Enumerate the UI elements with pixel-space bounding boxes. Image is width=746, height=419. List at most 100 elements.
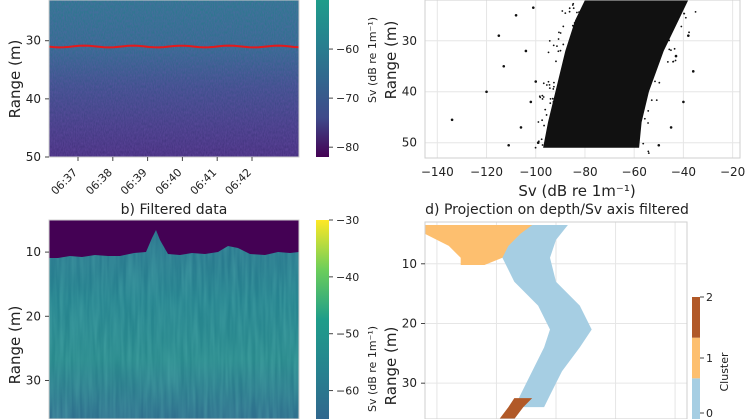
- panel-c-xtick-label: −80: [572, 165, 597, 179]
- panel-c-point: [450, 118, 454, 122]
- panel-b-colorbar-ticks: −30 −40 −50 −60: [329, 214, 359, 398]
- panel-c-outlier-points: [450, 2, 697, 158]
- panel-c-point: [553, 85, 555, 88]
- panel-c-point: [541, 94, 544, 97]
- panel-c-point: [578, 11, 580, 14]
- panel-d-ylabel: Range (m): [382, 327, 400, 406]
- panel-c-ylabel: Range (m): [382, 21, 400, 100]
- panel-c-ytick-label: 40: [402, 85, 417, 99]
- panel-b-title: b) Filtered data: [121, 202, 228, 218]
- panel-c-point: [549, 98, 552, 100]
- panel-a-xtick-label: 06:37: [49, 166, 81, 198]
- panel-b-colorbar-tick-label: −30: [336, 214, 359, 227]
- panel-c-point: [524, 49, 528, 53]
- panel-c-point: [544, 108, 547, 111]
- panel-d-legend-label: 0: [706, 407, 713, 419]
- panel-c-point: [562, 43, 565, 46]
- panel-a-colorbar-tick-label: −70: [336, 92, 359, 105]
- panel-d-y-ticks: 10 20 30: [402, 257, 425, 390]
- panel-c-xtick-label: −20: [720, 165, 745, 179]
- panel-a-colorbar-label: Sv (dB re 1m⁻¹): [366, 17, 379, 103]
- panel-c-point: [658, 81, 661, 84]
- panel-c-point: [688, 31, 690, 34]
- panel-c-point: [568, 7, 571, 10]
- panel-c-xtick-label: −140: [421, 165, 454, 179]
- panel-c-point: [514, 13, 518, 17]
- panel-c-point: [497, 34, 501, 37]
- panel-d-legend-title: Cluster: [718, 352, 731, 392]
- panel-c-point: [541, 119, 544, 122]
- panel-b-y-ticks: 10 20 30: [26, 245, 49, 387]
- panel-c-point: [552, 88, 555, 90]
- panel-a-track-line: [48, 44, 300, 49]
- panel-c-point: [677, 15, 680, 18]
- panel-c-point: [576, 11, 578, 14]
- panel-c-point: [548, 87, 551, 90]
- panel-a-colorbar-ticks: −60 −70 −80: [329, 43, 359, 154]
- panel-c-y-ticks: 30 40 50: [402, 34, 417, 150]
- panel-c-point: [669, 126, 673, 129]
- panel-a-ytick-label: 50: [26, 150, 41, 164]
- panel-b-colorbar-tick-label: −60: [336, 385, 359, 398]
- panel-c-point: [573, 22, 576, 24]
- panel-c-point: [543, 124, 545, 127]
- panel-c-point: [561, 10, 564, 12]
- panel-d-title: d) Projection on depth/Sv axis filtered: [425, 202, 689, 218]
- panel-d-clusters: [425, 225, 592, 419]
- panel-c-point: [537, 121, 540, 123]
- panel-c-point: [539, 96, 542, 99]
- panel-c-point: [655, 99, 658, 102]
- panel-c-point: [683, 12, 686, 15]
- panel-c-ytick-label: 30: [402, 34, 417, 48]
- panel-c-point: [647, 150, 650, 153]
- panel-a: 30 40 50 06:37 06:38 06:39 06:40 06:41 06:42 Ra…: [6, 0, 379, 198]
- panel-c-scatter-bulk: [543, 0, 689, 148]
- panel-c-point: [502, 64, 506, 68]
- panel-c-point: [694, 10, 697, 13]
- panel-c-xtick-label: −100: [519, 165, 552, 179]
- panel-c-point: [534, 146, 537, 149]
- panel-c-point: [687, 34, 690, 37]
- panel-c-point: [682, 100, 685, 104]
- panel-d-legend-swatch-0: [692, 378, 700, 419]
- panel-d-legend-label: 1: [706, 352, 713, 365]
- panel-c-point: [643, 117, 646, 120]
- panel-a-ylabel: Range (m): [6, 40, 24, 119]
- panel-c-point: [668, 39, 671, 42]
- panel-b-colorbar-label: Sv (dB re 1m⁻¹): [366, 326, 379, 412]
- panel-c-point: [558, 31, 560, 34]
- panel-a-colorbar-tick-label: −60: [336, 43, 359, 56]
- panel-d-cluster-1-area: [425, 225, 533, 265]
- panel-c-point: [507, 143, 510, 147]
- panel-c-point: [647, 110, 650, 112]
- panel-c-point: [551, 97, 554, 100]
- panel-c-point: [557, 38, 560, 40]
- panel-c-point: [674, 54, 678, 58]
- panel-b-ytick-label: 10: [26, 245, 41, 259]
- panel-a-colorbar-tick-label: −80: [336, 141, 359, 154]
- panel-d-cluster-2-area: [499, 398, 533, 419]
- panel-d-ytick-label: 30: [402, 376, 417, 390]
- panel-a-x-ticks: 06:37 06:38 06:39 06:40 06:41 06:42: [49, 157, 254, 198]
- panel-c-point: [556, 45, 558, 47]
- panel-c-point: [666, 61, 669, 63]
- panel-b-surface-band: [49, 220, 299, 258]
- panel-d-cluster-0-area: [502, 225, 592, 408]
- panel-c-point: [647, 122, 649, 124]
- panel-c-point: [549, 102, 552, 105]
- panel-c-point: [531, 6, 535, 9]
- panel-a-xtick-label: 06:39: [118, 166, 150, 198]
- panel-c-point: [674, 59, 677, 62]
- panel-c-point: [545, 84, 548, 86]
- panel-c-point: [571, 24, 574, 27]
- panel-b: b) Filtered data 10 20 30 Range (m) −30 −40…: [6, 202, 379, 419]
- panel-c-point: [485, 90, 488, 94]
- panel-c-point: [654, 80, 656, 83]
- panel-a-xtick-label: 06:40: [153, 166, 185, 198]
- panel-c-point: [537, 140, 540, 143]
- panel-c-point: [548, 84, 551, 86]
- panel-c-point: [564, 12, 567, 15]
- panel-b-ylabel: Range (m): [6, 306, 24, 385]
- panel-c-point: [534, 80, 538, 83]
